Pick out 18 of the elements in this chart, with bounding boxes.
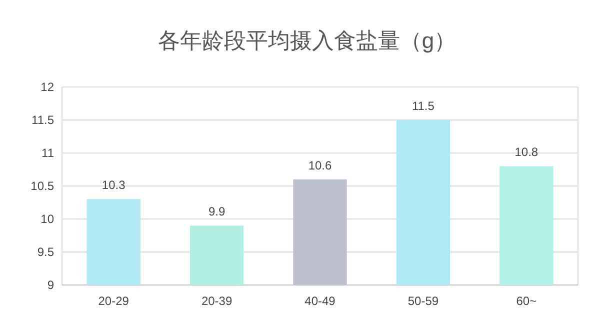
x-tick-label: 60~	[516, 294, 537, 308]
y-tick-label: 9	[47, 278, 54, 292]
x-tick-label: 40-49	[304, 294, 336, 308]
y-tick-label: 9.5	[37, 245, 54, 259]
y-tick-label: 11	[42, 146, 54, 160]
y-tick-label: 12	[40, 80, 54, 94]
data-label: 10.3	[102, 178, 126, 192]
data-label: 10.8	[514, 145, 538, 160]
x-tick-label: 20-29	[98, 294, 130, 308]
data-label: 9.9	[208, 204, 226, 219]
y-tick-label: 10	[40, 212, 54, 226]
y-tick-label: 10.5	[30, 179, 54, 193]
data-label: 10.6	[308, 158, 332, 172]
chart-title: 各年龄段平均摄入食盐量（g）	[158, 28, 456, 53]
x-tick-label: 20-39	[201, 294, 232, 308]
y-tick-label: 11.5	[32, 113, 54, 127]
data-label: 11.5	[412, 99, 435, 113]
x-tick-label: 50-59	[408, 294, 439, 308]
